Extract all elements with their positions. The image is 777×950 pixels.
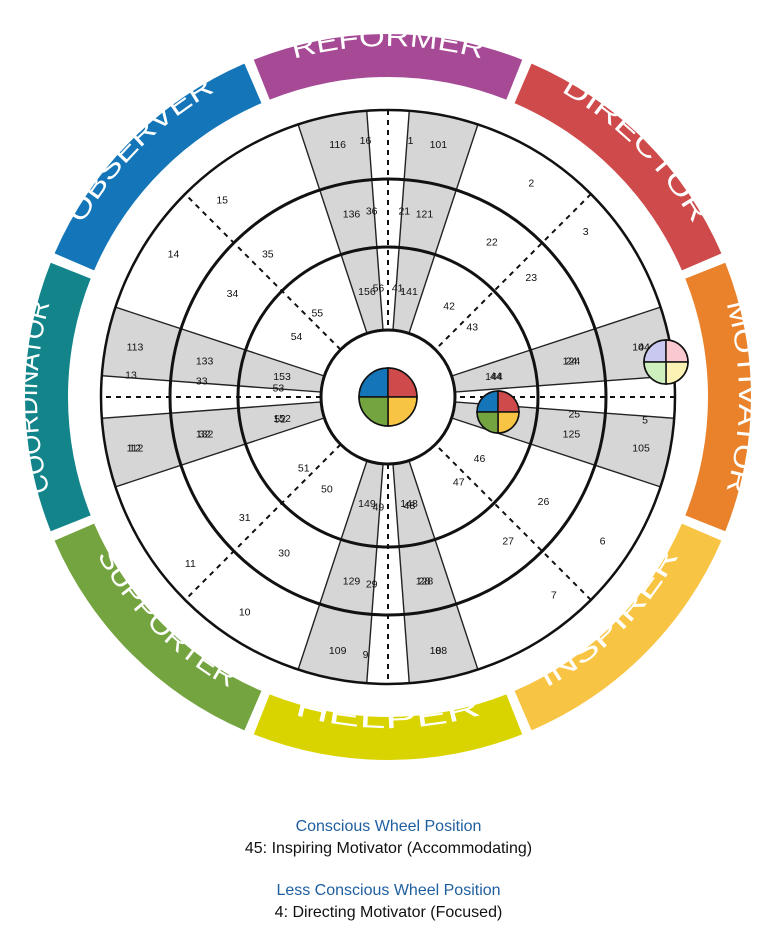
ring3-number-51: 51 — [298, 463, 310, 475]
wheel-diagram: REFORMERDIRECTORMOTIVATORINSPIRERHELPERS… — [24, 34, 752, 761]
ring2-number-33: 33 — [196, 376, 208, 388]
ring3-number-55: 55 — [311, 308, 323, 320]
ring2-number-25: 25 — [568, 408, 580, 420]
band-inner-number-156: 156 — [358, 286, 376, 298]
band-inner-number-148: 148 — [400, 498, 418, 510]
ring3-number-49: 49 — [373, 502, 385, 514]
ring3-number-54: 54 — [291, 331, 303, 343]
ring2-number-21: 21 — [398, 206, 410, 218]
band-outer-number-108: 108 — [430, 645, 448, 657]
outer-number-4: 4 — [638, 342, 644, 354]
ring3-number-52: 52 — [274, 413, 286, 425]
band-mid-number-133: 133 — [196, 356, 214, 368]
conscious-position-title: Conscious Wheel Position — [295, 818, 482, 835]
band-mid-number-132: 132 — [196, 428, 214, 440]
band-outer-number-104: 104 — [632, 342, 650, 354]
segment-director — [514, 63, 722, 271]
ring2-number-23: 23 — [525, 272, 537, 284]
band-inner-number-152: 152 — [273, 413, 291, 425]
band-outer-number-105: 105 — [632, 442, 650, 454]
ring2-number-26: 26 — [538, 496, 550, 508]
less-conscious-marker-outline — [643, 339, 689, 385]
band-mid-number-125: 125 — [563, 428, 581, 440]
center-energy-pie — [358, 367, 418, 427]
ring2-number-27: 27 — [502, 535, 514, 547]
outer-number-16: 16 — [360, 135, 372, 147]
dashed-axis — [184, 443, 342, 601]
outer-number-15: 15 — [216, 194, 228, 206]
ring3-number-41: 41 — [392, 282, 404, 294]
conscious-marker-outline — [476, 390, 520, 434]
outer-number-11: 11 — [185, 558, 196, 570]
ring3-number-42: 42 — [443, 301, 455, 313]
band-inner-number-153: 153 — [273, 371, 291, 383]
outer-number-7: 7 — [551, 590, 557, 602]
outer-number-10: 10 — [239, 607, 251, 619]
conscious-marker — [476, 390, 520, 434]
dashed-axis — [184, 193, 342, 351]
band-mid-number-124: 124 — [563, 356, 581, 368]
ring2-number-35: 35 — [262, 249, 274, 261]
ring3-number-44: 44 — [490, 371, 502, 383]
band-outer-number-101: 101 — [430, 139, 448, 151]
less-conscious-position: Less Conscious Wheel Position 4: Directi… — [0, 880, 777, 924]
dashed-axis — [434, 443, 592, 601]
dashed-axis — [434, 193, 592, 351]
band-inner-number-149: 149 — [358, 498, 376, 510]
less-conscious-position-value: 4: Directing Motivator (Focused) — [274, 904, 503, 921]
ring2-number-32: 32 — [199, 428, 211, 440]
band-mid-number-129: 129 — [343, 575, 361, 587]
ring2-number-30: 30 — [278, 547, 290, 559]
segment-reformer — [253, 34, 523, 100]
outer-number-5: 5 — [642, 414, 648, 426]
outer-number-2: 2 — [528, 177, 534, 189]
band-inner-number-141: 141 — [400, 286, 418, 298]
ring2-number-24: 24 — [566, 356, 578, 368]
ring3-number-43: 43 — [466, 321, 478, 333]
ring3-number-46: 46 — [474, 453, 486, 465]
ring3-number-47: 47 — [453, 476, 465, 488]
segment-motivator — [685, 262, 752, 532]
center-energy-pie-outline — [358, 367, 418, 427]
ring3-number-53: 53 — [273, 382, 285, 394]
less-conscious-position-title: Less Conscious Wheel Position — [276, 882, 501, 899]
outer-number-1: 1 — [408, 135, 414, 147]
segment-coordinator — [24, 262, 91, 532]
ring3-number-48: 48 — [404, 500, 416, 512]
band-mid-number-128: 128 — [416, 575, 434, 587]
outer-number-6: 6 — [600, 535, 606, 547]
ring2-number-29: 29 — [366, 578, 378, 590]
outer-number-3: 3 — [583, 226, 589, 238]
insights-wheel: REFORMER DIRECTOR MOTIVATOR INSPIRER HELPER S… — [24, 34, 752, 761]
band-mid-number-121: 121 — [416, 209, 434, 221]
band-outer-number-116: 116 — [329, 139, 346, 151]
conscious-position-value: 45: Inspiring Motivator (Accommodating) — [244, 840, 533, 857]
outer-number-13: 13 — [125, 370, 137, 382]
segment-supporter — [54, 523, 262, 731]
ring3-number-50: 50 — [321, 483, 333, 495]
ring2-number-34: 34 — [227, 288, 239, 300]
ring2-number-31: 31 — [239, 512, 251, 524]
outer-number-8: 8 — [435, 645, 441, 657]
band-mid-number-136: 136 — [343, 209, 361, 221]
less-conscious-marker — [643, 339, 689, 385]
outer-number-9: 9 — [363, 649, 369, 661]
band-outer-number-113: 113 — [127, 342, 144, 354]
ring3-number-56: 56 — [373, 282, 385, 294]
band-inner-number-144: 144 — [485, 371, 503, 383]
conscious-position: Conscious Wheel Position 45: Inspiring M… — [0, 816, 777, 860]
ring2-number-36: 36 — [366, 206, 378, 218]
band-outer-number-109: 109 — [329, 645, 347, 657]
segment-helper — [253, 694, 523, 761]
outer-number-14: 14 — [168, 249, 180, 261]
outer-number-12: 12 — [129, 442, 141, 454]
ring2-number-28: 28 — [419, 575, 431, 587]
band-outer-number-112: 112 — [127, 442, 144, 454]
segment-inspirer — [514, 523, 722, 731]
segment-observer — [54, 63, 262, 271]
ring2-number-22: 22 — [486, 237, 498, 249]
